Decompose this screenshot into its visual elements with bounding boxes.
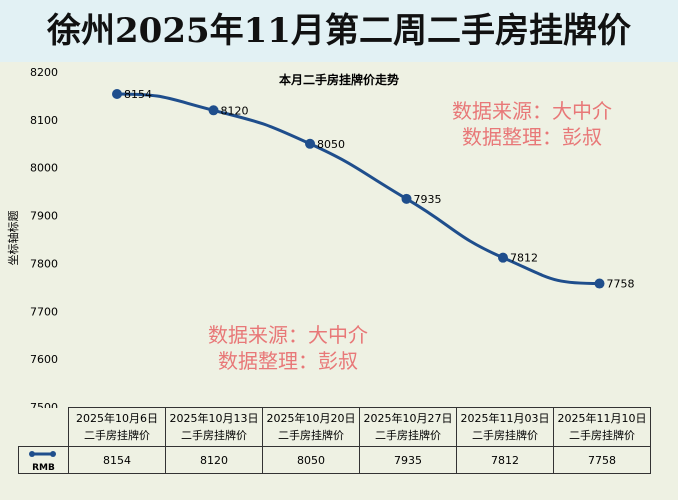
data-point	[498, 252, 508, 263]
watermark-line: 数据来源：大中介	[208, 323, 368, 347]
watermark: 数据来源：大中介 数据整理：彭叔	[452, 98, 612, 150]
category-label: 2025年11月03日	[460, 412, 550, 425]
watermark: 数据来源：大中介 数据整理：彭叔	[208, 322, 368, 374]
category-label: 二手房挂牌价	[569, 429, 635, 442]
data-point	[112, 89, 122, 100]
data-table: 2025年10月6日 二手房挂牌价 2025年10月13日 二手房挂牌价 2025年10…	[18, 407, 651, 474]
table-value: 8154	[68, 446, 166, 474]
y-tick-label: 7600	[30, 353, 58, 366]
table-value: 7935	[359, 446, 457, 474]
data-point	[208, 105, 219, 116]
data-label: 7758	[607, 278, 635, 291]
y-tick-label: 8200	[30, 66, 58, 79]
data-label: 8120	[221, 104, 249, 117]
category-label: 二手房挂牌价	[472, 429, 538, 442]
data-label: 7935	[414, 193, 442, 206]
category-label: 二手房挂牌价	[375, 429, 441, 442]
series-line	[116, 92, 600, 286]
y-tick-label: 7700	[30, 305, 58, 318]
legend-entry: RMB	[18, 446, 69, 474]
category-header: 2025年10月20日 二手房挂牌价	[262, 407, 360, 447]
data-label: 7812	[510, 252, 538, 265]
table-value: 8120	[165, 446, 263, 474]
data-point	[594, 278, 605, 289]
category-label: 2025年11月10日	[557, 412, 647, 425]
category-header: 2025年11月10日 二手房挂牌价	[553, 407, 651, 447]
data-label: 8050	[317, 138, 345, 151]
category-header: 2025年10月13日 二手房挂牌价	[165, 407, 263, 447]
category-label: 二手房挂牌价	[181, 429, 247, 442]
category-label: 2025年10月27日	[363, 412, 453, 425]
legend-line-icon	[28, 451, 56, 457]
page-title: 徐州2025年11月第二周二手房挂牌价	[0, 0, 678, 62]
watermark-line: 数据来源：大中介	[452, 99, 612, 123]
category-label: 二手房挂牌价	[278, 429, 344, 442]
category-label: 2025年10月6日	[76, 412, 158, 425]
y-axis-title: 坐标轴标题	[7, 210, 20, 266]
y-tick-label: 7800	[30, 257, 58, 270]
category-header: 2025年10月6日 二手房挂牌价	[68, 407, 166, 447]
table-value: 7812	[456, 446, 554, 474]
table-value: 7758	[553, 446, 651, 474]
data-point	[305, 138, 315, 149]
category-header: 2025年11月03日 二手房挂牌价	[456, 407, 554, 447]
watermark-line: 数据整理：彭叔	[218, 349, 358, 373]
category-label: 2025年10月13日	[169, 412, 259, 425]
watermark-line: 数据整理：彭叔	[462, 125, 602, 149]
category-label: 2025年10月20日	[266, 412, 356, 425]
y-tick-label: 7900	[30, 210, 58, 223]
category-header: 2025年10月27日 二手房挂牌价	[359, 407, 457, 447]
data-label: 8154	[124, 88, 152, 101]
data-point	[401, 193, 412, 204]
y-tick-label: 8100	[30, 114, 58, 127]
legend-spacer	[18, 407, 69, 447]
legend-label: RMB	[32, 463, 55, 473]
chart-title: 本月二手房挂牌价走势	[279, 72, 399, 87]
y-tick-label: 8000	[30, 162, 58, 175]
table-value: 8050	[262, 446, 360, 474]
category-label: 二手房挂牌价	[84, 429, 150, 442]
